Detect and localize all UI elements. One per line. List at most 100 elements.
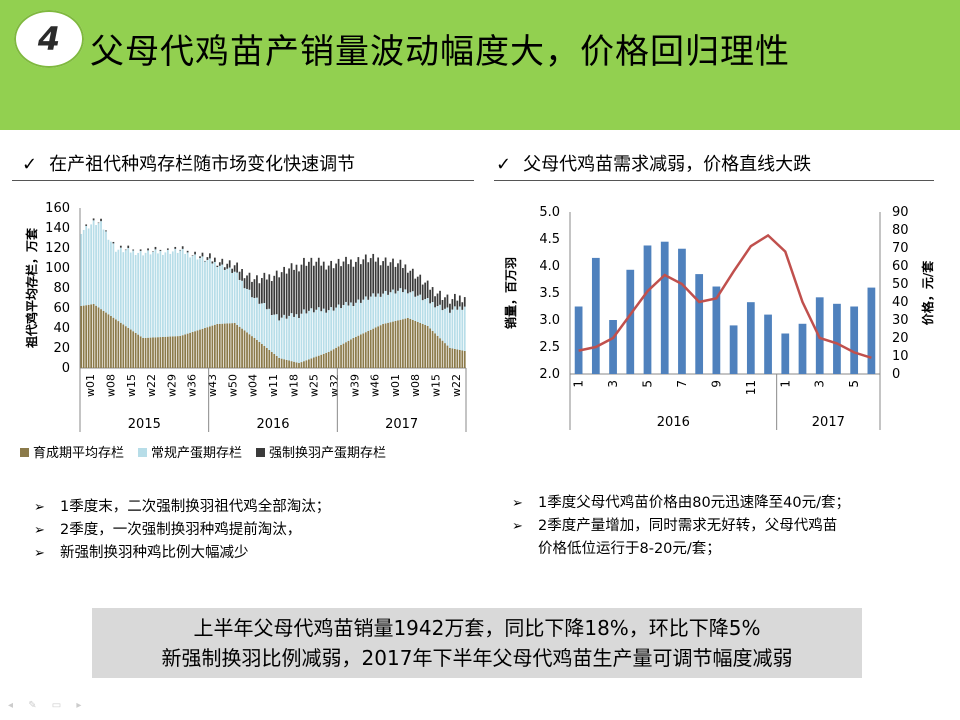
bar-segment xyxy=(166,336,169,368)
bar-segment xyxy=(399,319,402,368)
y-left-tick-label: 4.5 xyxy=(539,232,560,247)
bar-segment xyxy=(213,324,216,368)
bar-segment xyxy=(243,278,246,289)
bar-segment xyxy=(184,253,187,335)
bar-segment xyxy=(260,344,263,368)
bar-segment xyxy=(129,252,132,330)
bar-segment xyxy=(243,288,246,331)
bar-segment xyxy=(431,302,434,331)
bar-segment xyxy=(154,337,157,368)
bar-segment xyxy=(283,266,286,315)
sales-bar xyxy=(574,306,583,374)
bar-segment xyxy=(204,261,206,328)
bar-segment xyxy=(453,293,456,307)
bar-segment xyxy=(238,271,241,280)
bar-segment xyxy=(107,239,110,315)
bar-segment xyxy=(409,292,412,319)
bar-segment xyxy=(258,342,261,368)
bar-segment xyxy=(92,304,95,368)
bar-segment xyxy=(364,296,367,333)
bar-segment xyxy=(174,246,177,249)
bar-segment xyxy=(340,266,342,309)
slide-nav-icons[interactable]: ◂ ✎ ▭ ▸ xyxy=(8,700,88,711)
bar-segment xyxy=(377,257,380,294)
bar-segment xyxy=(404,264,407,290)
bar-segment xyxy=(82,305,85,368)
bar-segment xyxy=(231,268,234,273)
bar-segment xyxy=(384,290,387,324)
bar-segment xyxy=(369,258,372,297)
bar-segment xyxy=(80,234,83,306)
bar-segment xyxy=(238,326,241,368)
bar-segment xyxy=(458,306,461,350)
bar-segment xyxy=(419,323,422,368)
legend-item-molted: 强制换羽产蛋期存栏 xyxy=(256,442,386,461)
bar-segment xyxy=(157,253,159,338)
bar-segment xyxy=(87,304,90,368)
y-tick-label: 40 xyxy=(53,321,70,336)
bar-segment xyxy=(377,293,380,327)
bar-segment xyxy=(290,361,293,368)
checkmark-icon: ✓ xyxy=(22,154,38,175)
bar-segment xyxy=(213,257,216,262)
bar-segment xyxy=(355,336,357,368)
bar-segment xyxy=(347,264,350,306)
bar-segment xyxy=(278,277,281,321)
x-tick-label: w32 xyxy=(328,374,341,397)
bar-segment xyxy=(416,295,419,322)
bar-segment xyxy=(406,293,409,318)
bar-segment xyxy=(129,329,132,368)
bar-segment xyxy=(157,337,159,368)
bar-segment xyxy=(332,310,335,350)
bar-segment xyxy=(283,359,286,368)
bar-segment xyxy=(350,259,352,303)
x-tick-label: w46 xyxy=(369,374,382,397)
y-left-tick-label: 5.0 xyxy=(539,205,560,220)
left-bullets: ➢ 1季度末，二次强制换羽祖代鸡全部淘汰； ➢ 2季度，一次强制换羽种鸡提前淘汰， … xyxy=(34,496,330,565)
right-panel-title: ✓ 父母代鸡苗需求减弱，价格直线大跌 xyxy=(496,150,811,176)
bar-segment xyxy=(142,255,144,338)
bar-segment xyxy=(112,317,115,368)
x-tick-label: w50 xyxy=(226,374,239,397)
bar-segment xyxy=(359,264,362,303)
bar-segment xyxy=(134,255,137,333)
bar-segment xyxy=(451,309,454,349)
bar-segment xyxy=(253,338,256,368)
bar-segment xyxy=(122,252,125,325)
x-tick-label: w08 xyxy=(104,374,117,397)
bar-segment xyxy=(444,297,446,309)
bar-segment xyxy=(308,310,310,360)
left-bullet-3: ➢ 新强制换羽种鸡比例大幅减少 xyxy=(34,542,330,565)
bar-segment xyxy=(137,334,140,368)
bar-segment xyxy=(429,303,431,329)
bar-segment xyxy=(253,298,256,338)
sales-bar xyxy=(850,306,859,374)
bar-segment xyxy=(451,299,454,310)
bar-segment xyxy=(322,308,325,354)
right-bullet-2-text: 2季度产量增加，同时需求无好转，父母代鸡苗 xyxy=(538,518,838,534)
bar-segment xyxy=(117,321,120,368)
bar-segment xyxy=(332,268,335,311)
bar-segment xyxy=(288,360,290,368)
bar-segment xyxy=(169,336,172,368)
bar-segment xyxy=(426,298,429,326)
bar-segment xyxy=(347,305,350,341)
bar-segment xyxy=(80,306,83,368)
bar-segment xyxy=(411,320,414,368)
bar-segment xyxy=(147,337,149,368)
bar-segment xyxy=(166,248,169,250)
bar-segment xyxy=(149,337,152,368)
y-right-tick-label: 0 xyxy=(892,367,900,382)
bar-segment xyxy=(213,261,216,325)
bar-segment xyxy=(226,263,229,269)
bar-segment xyxy=(278,358,281,368)
bar-segment xyxy=(424,282,427,300)
bar-segment xyxy=(246,288,248,333)
bar-segment xyxy=(110,241,112,316)
bar-segment xyxy=(293,361,295,368)
bar-segment xyxy=(317,307,320,356)
bar-segment xyxy=(298,363,300,368)
sales-bar xyxy=(609,320,617,374)
left-divider xyxy=(12,180,474,181)
x-tick-label: 7 xyxy=(675,380,689,388)
